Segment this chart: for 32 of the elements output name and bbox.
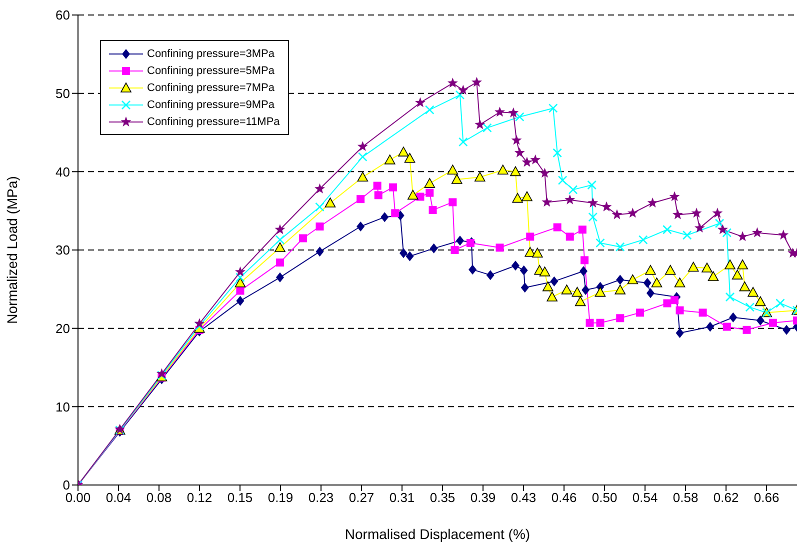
x-tick-label: 0.46 [551,490,577,506]
y-tick-label: 0 [62,478,70,493]
legend-label: Confining pressure=3MPa [147,48,274,60]
x-tick-label: 0.12 [186,490,212,506]
x-tick-label: 0.04 [106,490,132,506]
y-tick-label: 60 [56,8,70,23]
y-axis-title: Normalized Load (MPa) [4,176,20,324]
legend-label: Confining pressure=11MPa [147,116,280,128]
x-tick-label: 0.58 [672,490,698,506]
x-tick-label: 0.27 [348,490,374,506]
x-axis-title: Normalised Displacement (%) [344,526,530,542]
x-tick-label: 0.50 [592,490,618,506]
x-tick-label: 0.39 [470,490,496,506]
x-tick-label: 0.43 [510,490,536,506]
x-tick-label: 0.15 [227,490,253,506]
x-tick-label: 0.08 [146,490,172,506]
x-tick-label: 0.00 [65,490,91,506]
y-tick-label: 50 [56,86,70,101]
legend-label: Confining pressure=9MPa [147,98,274,110]
y-tick-label: 10 [56,399,70,414]
y-tick-label: 20 [56,320,70,336]
legend-label: Confining pressure=7MPa [147,82,274,94]
x-tick-label: 0.62 [713,490,739,506]
x-tick-label: 0.23 [308,490,334,506]
x-tick-label: 0.35 [430,490,456,506]
x-tick-label: 0.19 [268,490,294,506]
x-tick-label: 0.31 [389,490,415,506]
x-tick-label: 0.54 [632,490,658,506]
legend-label: Confining pressure=5MPa [147,64,274,76]
y-tick-label: 30 [56,242,70,258]
y-tick-label: 40 [56,164,70,180]
x-tick-label: 0.66 [754,490,780,506]
